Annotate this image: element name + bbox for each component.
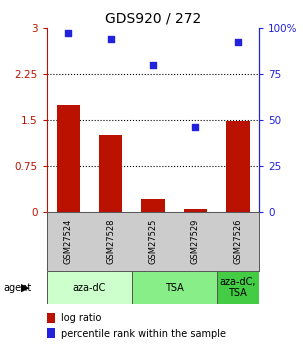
Bar [132,271,217,304]
Text: ▶: ▶ [21,283,30,293]
Text: GSM27529: GSM27529 [191,219,200,264]
Bar [226,121,250,212]
Bar [184,209,207,212]
Text: GSM27524: GSM27524 [64,219,73,264]
Bar [56,105,80,212]
Point [193,125,198,130]
Text: GSM27525: GSM27525 [148,219,158,264]
Bar [141,199,165,212]
Text: percentile rank within the sample: percentile rank within the sample [61,329,226,338]
Bar [47,271,132,304]
Text: aza-dC: aza-dC [73,283,106,293]
Point [66,30,71,36]
Point [151,62,155,67]
Text: GSM27528: GSM27528 [106,219,115,264]
Text: agent: agent [3,283,31,293]
Text: log ratio: log ratio [61,313,101,323]
Point [108,36,113,41]
Text: GSM27526: GSM27526 [233,219,242,264]
Title: GDS920 / 272: GDS920 / 272 [105,11,201,25]
Text: TSA: TSA [165,283,184,293]
Text: aza-dC,
TSA: aza-dC, TSA [220,277,256,298]
Bar [217,271,259,304]
Point [235,40,240,45]
Bar [99,135,122,212]
